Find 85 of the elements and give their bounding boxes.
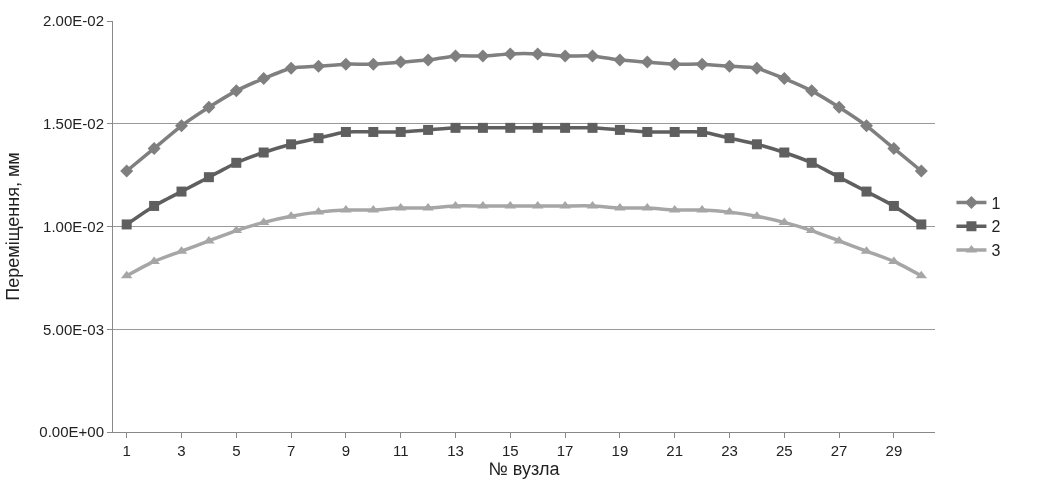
point (642, 126, 653, 137)
point (339, 57, 353, 71)
x-tick-label: 19 (611, 442, 629, 459)
point (421, 53, 435, 67)
y-tick-label: 1.50E-02 (43, 115, 104, 132)
point (532, 122, 543, 133)
y-tick-label: 1.00E-02 (43, 217, 104, 235)
point (914, 164, 928, 178)
point (229, 84, 243, 98)
point (503, 47, 517, 61)
point (258, 147, 269, 158)
point (366, 57, 380, 71)
point (723, 59, 736, 73)
point (724, 133, 735, 144)
point (834, 172, 845, 183)
point (202, 100, 216, 114)
x-tick-label: 25 (775, 442, 793, 459)
point (477, 122, 488, 133)
point (805, 84, 819, 98)
point (777, 72, 791, 86)
point (587, 122, 598, 133)
x-axis-title: № вузла (488, 459, 561, 479)
point (560, 122, 571, 133)
point (312, 59, 325, 73)
point (558, 49, 572, 63)
point (861, 186, 872, 197)
x-tick-label: 15 (501, 442, 519, 459)
point (423, 124, 434, 135)
point (149, 200, 160, 211)
point (449, 49, 462, 63)
x-tick-label: 9 (341, 442, 351, 459)
x-tick-label: 21 (666, 442, 684, 459)
point (750, 61, 764, 75)
point (614, 124, 625, 135)
y-tick-label: 2.00E-02 (43, 12, 104, 30)
point (640, 55, 654, 69)
point (531, 47, 545, 61)
point (668, 57, 682, 71)
x-tick-label: 13 (447, 442, 464, 459)
point (147, 141, 161, 155)
legend-label: 2 (991, 218, 1001, 236)
point (121, 219, 132, 230)
x-tick-label: 7 (286, 442, 296, 459)
point (286, 139, 297, 150)
point (176, 186, 187, 197)
y-tick-label: 0.00E+00 (39, 423, 104, 441)
point (860, 119, 873, 133)
point (257, 72, 271, 86)
x-tick-label: 27 (830, 442, 848, 459)
x-tick-label: 11 (392, 442, 409, 459)
point (476, 49, 490, 63)
point (203, 172, 214, 183)
point (175, 119, 188, 133)
point (505, 122, 516, 133)
point (779, 147, 790, 158)
point (313, 133, 324, 144)
point (806, 157, 817, 168)
x-tick-label: 23 (721, 442, 738, 459)
point (832, 100, 846, 114)
point (916, 219, 927, 230)
point (284, 61, 298, 75)
point (695, 57, 709, 71)
point (394, 55, 408, 69)
x-tick-label: 5 (232, 442, 241, 459)
point (231, 157, 242, 168)
point (395, 126, 406, 137)
x-tick-label: 17 (556, 442, 574, 459)
point (340, 126, 351, 137)
y-axis-title: Переміщення, мм (2, 152, 23, 301)
x-tick-label: 3 (177, 442, 186, 459)
point (368, 126, 379, 137)
point (887, 141, 901, 155)
x-tick-label: 29 (885, 442, 903, 459)
x-tick-label: 1 (122, 442, 131, 459)
point (697, 126, 708, 137)
legend-label: 3 (991, 242, 1001, 260)
legend-label: 1 (991, 194, 1001, 212)
point (120, 164, 134, 178)
point (888, 200, 899, 211)
point (669, 126, 680, 137)
point (751, 139, 762, 150)
point (586, 49, 599, 63)
point (450, 122, 461, 133)
point (613, 53, 627, 67)
y-tick-label: 5.00E-03 (43, 320, 104, 338)
